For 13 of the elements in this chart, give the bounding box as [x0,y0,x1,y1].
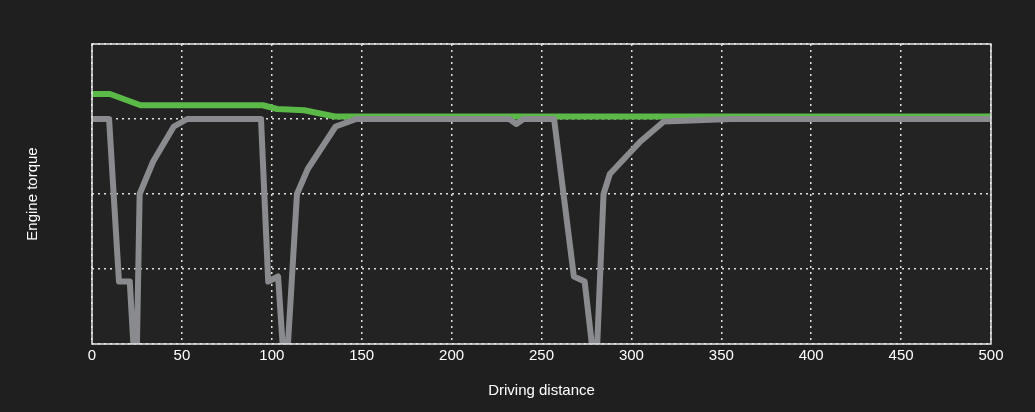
x-tick-label: 50 [173,346,191,364]
x-tick-label: 150 [349,346,375,364]
x-tick-label: 300 [618,346,644,364]
x-axis-title: Driving distance [488,381,595,399]
x-tick-label: 400 [798,346,824,364]
x-tick-label: 200 [439,346,465,364]
x-tick-label: 250 [528,346,555,364]
x-tick-label: 450 [888,346,914,364]
x-tick-label: 100 [259,346,285,364]
y-axis-title: Engine torque [23,147,41,241]
x-tick-label: 0 [87,346,97,364]
x-tick-label: 500 [978,346,1004,364]
x-tick-label: 350 [708,346,734,364]
